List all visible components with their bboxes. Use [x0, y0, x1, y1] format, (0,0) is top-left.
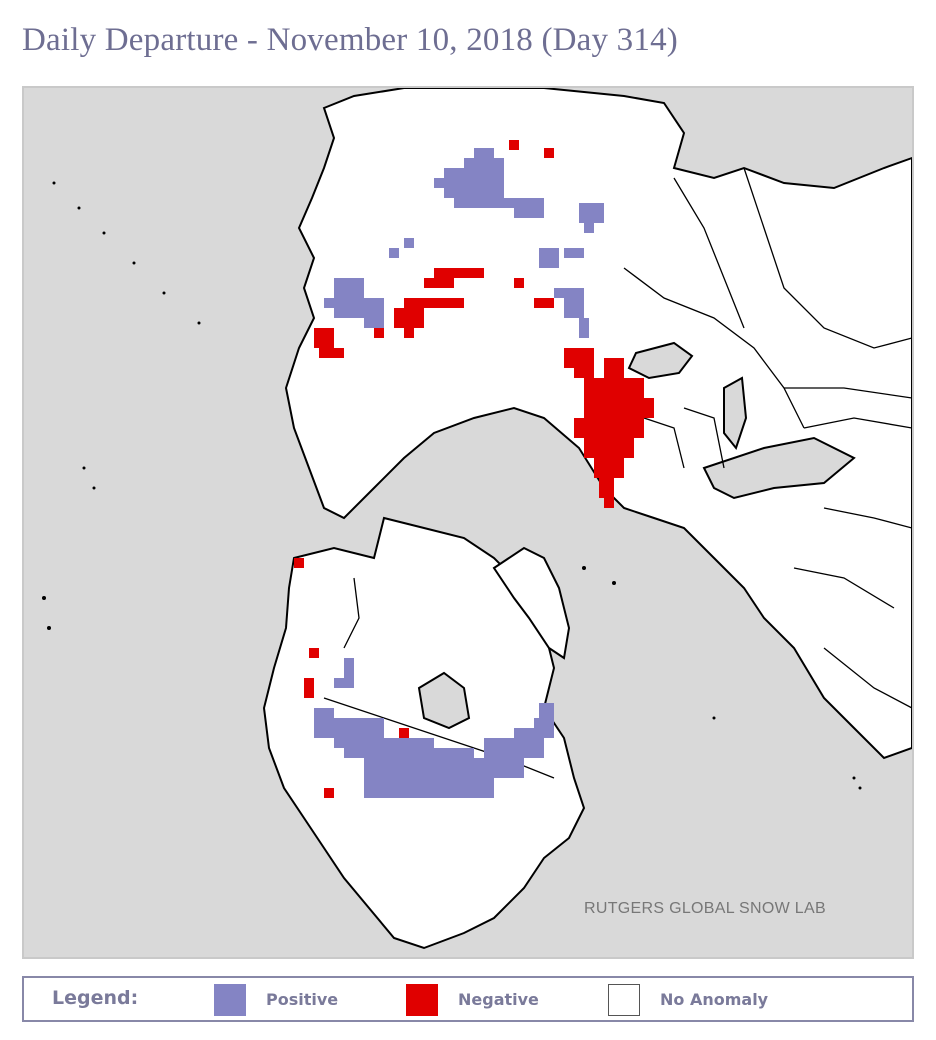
legend-label-positive: Positive	[266, 990, 339, 1009]
black-sea	[627, 341, 694, 380]
lab-credit: RUTGERS GLOBAL SNOW LAB	[584, 900, 826, 917]
island-specks	[42, 181, 862, 790]
caspian-sea	[723, 376, 748, 451]
legend-label-no-anomaly: No Anomaly	[660, 990, 769, 1009]
greenland	[492, 546, 571, 660]
legend-title: Legend:	[52, 987, 139, 1009]
legend: Legend: Positive Negative No Anomaly	[22, 976, 914, 1022]
page-title: Daily Departure - November 10, 2018 (Day…	[22, 22, 678, 58]
legend-swatch-no-anomaly	[608, 984, 640, 1016]
hudson-bay	[417, 671, 471, 730]
legend-label-negative: Negative	[458, 990, 539, 1009]
mediterranean-sea	[702, 436, 856, 500]
legend-swatch-positive	[214, 984, 246, 1016]
legend-swatch-negative	[406, 984, 438, 1016]
snow-anomaly-map	[22, 86, 914, 959]
boundary-lines	[323, 167, 912, 779]
north-america-landmass	[262, 516, 586, 950]
positive-anomaly-cells	[314, 148, 604, 798]
negative-anomaly-cells	[294, 140, 654, 798]
